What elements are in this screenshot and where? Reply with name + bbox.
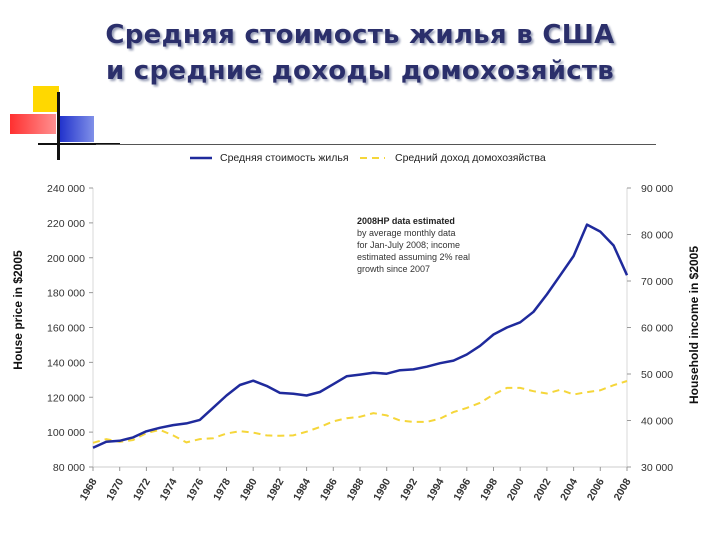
left-y-tick-label: 180 000 [47, 288, 85, 300]
left-y-tick-label: 120 000 [47, 392, 85, 404]
annotation-line: for Jan-July 2008; income [357, 240, 460, 250]
right-axis-title: Household income in $2005 [687, 246, 701, 404]
x-tick-label: 1994 [425, 476, 447, 502]
x-axis-ticks: 1968 1970 1972 1974 1976 1978 1980 1982 1984 1986… [78, 467, 634, 503]
x-tick-label: 1980 [238, 476, 260, 502]
x-tick-label: 2004 [558, 476, 580, 502]
legend: Средняя стоимость жилья Средний доход до… [190, 152, 546, 164]
x-tick-label: 1990 [371, 476, 393, 502]
left-y-tick-label: 200 000 [47, 253, 85, 265]
x-tick-label: 1988 [345, 476, 367, 502]
slide-title-line-1: Средняя стоимость жилья в США [105, 20, 615, 50]
x-tick-label: 2000 [505, 476, 527, 502]
left-y-axis-ticks: 80 000 100 000 120 000 140 000 160 000 180 00… [47, 183, 93, 474]
right-y-axis-ticks: 30 000 40 000 50 000 60 000 70 000 80 000 90 0… [627, 183, 673, 474]
chart-annotation: 2008HP data estimated by average monthly … [357, 216, 470, 274]
deco-horizontal-rule [38, 143, 120, 145]
deco-vertical-rule [57, 92, 60, 160]
legend-household-income-label: Средний доход домохозяйства [395, 152, 546, 164]
x-tick-label: 1986 [318, 476, 340, 502]
x-tick-label: 1996 [451, 476, 473, 502]
right-y-tick-label: 80 000 [641, 230, 673, 242]
left-y-tick-label: 100 000 [47, 427, 85, 439]
left-y-tick-label: 220 000 [47, 218, 85, 230]
right-y-tick-label: 60 000 [641, 323, 673, 335]
legend-house-price-label: Средняя стоимость жилья [220, 152, 349, 164]
x-tick-label: 2008 [612, 476, 634, 502]
x-tick-label: 1976 [184, 476, 206, 502]
x-tick-label: 1992 [398, 476, 420, 502]
x-tick-label: 2002 [531, 476, 553, 502]
x-tick-label: 1978 [211, 476, 233, 502]
deco-blue-block [60, 116, 94, 142]
annotation-line: 2008HP data estimated [357, 216, 455, 226]
x-tick-label: 1972 [131, 476, 153, 502]
left-axis-title: House price in $2005 [11, 250, 25, 370]
annotation-line: by average monthly data [357, 228, 456, 238]
x-tick-label: 2006 [585, 476, 607, 502]
right-y-tick-label: 90 000 [641, 183, 673, 195]
house-price-series-line [92, 223, 629, 449]
annotation-line: estimated assuming 2% real [357, 252, 470, 262]
deco-red-block [10, 114, 56, 134]
right-y-tick-label: 70 000 [641, 276, 673, 288]
slide-title-line-2: и средние доходы домохозяйств [105, 56, 615, 86]
left-y-tick-label: 140 000 [47, 357, 85, 369]
household-income-series-line [92, 380, 628, 444]
title-underline [96, 144, 656, 145]
x-tick-label: 1998 [478, 476, 500, 502]
left-y-tick-label: 160 000 [47, 323, 85, 335]
x-tick-label: 1970 [104, 476, 126, 502]
right-y-tick-label: 30 000 [641, 462, 673, 474]
x-tick-label: 1984 [291, 476, 313, 502]
x-tick-label: 1982 [264, 476, 286, 502]
decorative-corner-graphic [0, 80, 120, 165]
right-y-tick-label: 40 000 [641, 416, 673, 428]
x-tick-label: 1974 [158, 476, 180, 502]
left-y-tick-label: 240 000 [47, 183, 85, 195]
x-tick-label: 1968 [78, 476, 100, 502]
annotation-line: growth since 2007 [357, 264, 430, 274]
deco-yellow-block [33, 86, 59, 112]
left-y-tick-label: 80 000 [53, 462, 85, 474]
right-y-tick-label: 50 000 [641, 369, 673, 381]
